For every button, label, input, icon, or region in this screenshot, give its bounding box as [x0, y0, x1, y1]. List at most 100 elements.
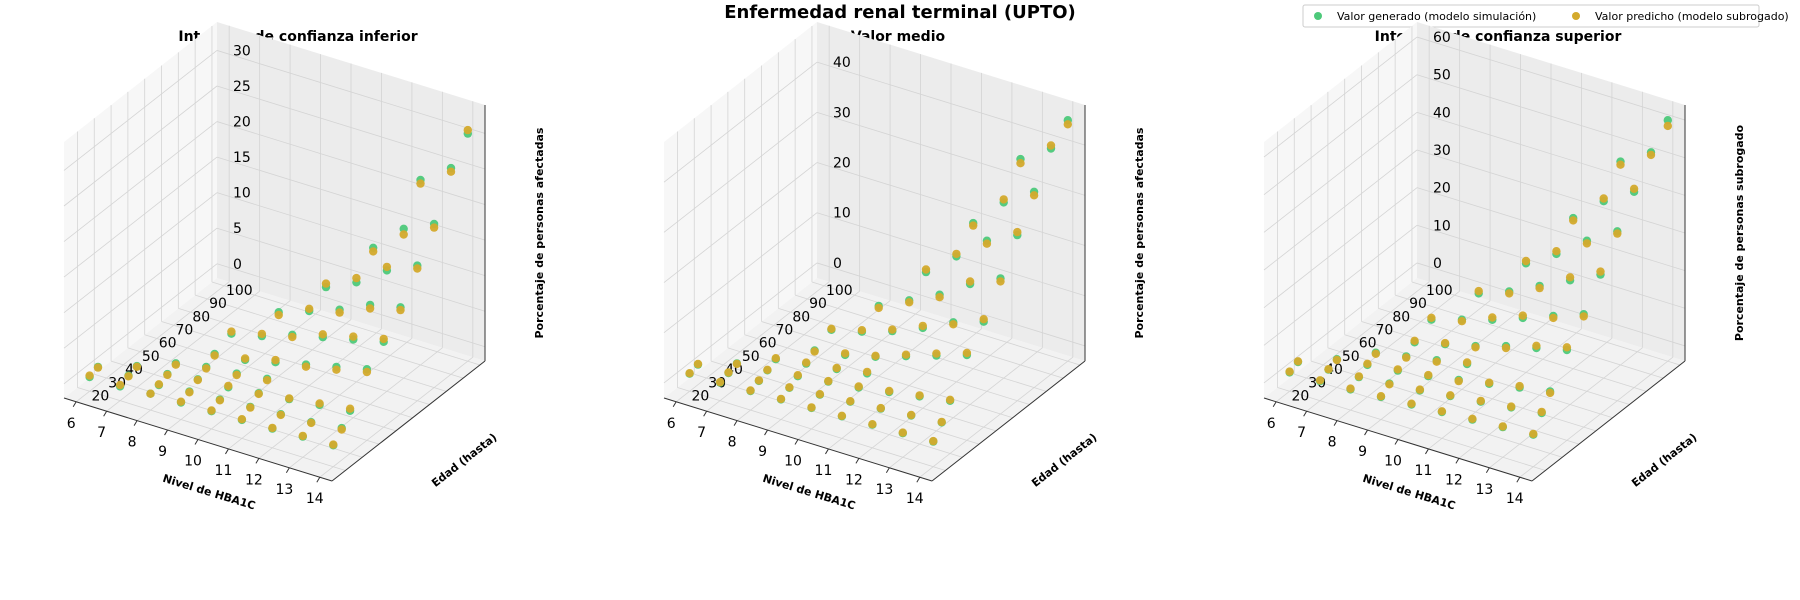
x-tick-label: 12: [245, 472, 263, 488]
z-tick-label: 30: [1433, 143, 1451, 159]
legend-label-generated: Valor generado (modelo simulación): [1337, 10, 1536, 23]
point-predicted: [227, 327, 236, 336]
z-tick-label: 10: [1433, 218, 1451, 234]
z-tick-label: 30: [833, 105, 851, 121]
point-predicted: [1410, 336, 1419, 345]
point-predicted: [210, 351, 219, 360]
point-predicted: [715, 377, 725, 387]
point-predicted: [232, 370, 241, 380]
point-predicted: [1521, 256, 1531, 266]
point-predicted: [827, 324, 836, 333]
point-predicted: [802, 358, 811, 367]
point-predicted: [1515, 381, 1524, 391]
y-tick-label: 20: [91, 388, 109, 404]
grid-line-y: [778, 307, 1047, 392]
legend-label-predicted: Valor predicho (modelo subrogado): [1595, 10, 1789, 23]
y-tick-label: 20: [1291, 388, 1309, 404]
point-predicted: [807, 403, 816, 412]
x-tick-mark: [1425, 448, 1429, 455]
point-predicted: [429, 223, 439, 232]
grid-line-z: [63, 156, 218, 278]
y-tick-label: 80: [192, 309, 210, 325]
point-predicted: [840, 349, 850, 358]
y-tick-label: 50: [142, 349, 160, 365]
point-predicted: [810, 347, 819, 356]
point-predicted: [901, 350, 911, 359]
x-tick-mark: [733, 420, 738, 426]
point-predicted: [905, 298, 914, 307]
y-tick-label: 70: [1376, 323, 1394, 339]
grid-line-z: [1263, 187, 1418, 308]
x-tick-label: 10: [784, 454, 802, 470]
grid-line-y: [811, 281, 1081, 366]
x-tick-label: 9: [1358, 444, 1367, 460]
point-predicted: [396, 305, 405, 315]
point-predicted: [365, 304, 375, 313]
point-predicted: [871, 351, 880, 360]
point-predicted: [746, 386, 755, 395]
x-tick-mark: [225, 448, 229, 455]
x-tick-label: 7: [1297, 425, 1306, 441]
grid-line-z: [1416, 111, 1686, 196]
grid-line-x: [1367, 309, 1521, 431]
grid-line-z: [816, 212, 1086, 297]
legend: Valor generado (modelo simulación) Valor…: [1302, 4, 1789, 28]
grid-line-z: [216, 156, 486, 241]
x-tick-label: 13: [875, 482, 893, 498]
grid-line-y: [1361, 321, 1630, 405]
point-predicted: [93, 363, 103, 372]
left-wall-pane: [664, 22, 817, 398]
grid-line-y: [761, 321, 1030, 405]
y-tick-label: 60: [759, 336, 777, 352]
grid-line-z: [663, 212, 818, 334]
grid-line-x: [1458, 338, 1613, 459]
point-predicted: [185, 388, 194, 397]
point-predicted: [215, 396, 225, 405]
point-predicted: [1616, 160, 1625, 169]
y-axis-label: Edad (hasta): [429, 431, 499, 490]
point-predicted: [969, 221, 978, 230]
point-predicted: [1529, 429, 1538, 439]
point-predicted: [1535, 283, 1544, 293]
x-tick-label: 12: [1445, 472, 1463, 488]
point-predicted: [1332, 355, 1342, 365]
x-tick-mark: [916, 476, 921, 483]
grid-line-z: [663, 262, 818, 384]
y-tick-label: 100: [1426, 283, 1453, 299]
z-tick-label: 20: [833, 156, 851, 172]
point-predicted: [1485, 378, 1494, 387]
grid-line-z: [816, 111, 1086, 196]
point-predicted: [1549, 313, 1558, 323]
x-tick-label: 11: [1415, 463, 1433, 479]
z-tick-label: 0: [833, 256, 842, 272]
x-tick-mark: [285, 467, 290, 474]
point-predicted: [921, 265, 931, 274]
point-predicted: [318, 330, 327, 339]
x-tick-mark: [1364, 429, 1368, 436]
grid-line-x: [228, 328, 382, 450]
grid-line-z: [1263, 74, 1418, 196]
point-predicted: [1498, 422, 1508, 431]
grid-line-z: [1416, 74, 1686, 159]
x-tick-mark: [1516, 476, 1521, 483]
z-tick-label: 0: [1433, 256, 1442, 272]
grid-line-x: [889, 347, 1043, 469]
grid-line-z: [63, 227, 218, 349]
point-predicted: [945, 395, 955, 404]
grid-line-x: [167, 309, 321, 431]
grid-line-x: [858, 338, 1013, 459]
point-predicted: [862, 367, 872, 377]
grid-line-x: [797, 319, 952, 440]
z-tick-label: 25: [233, 79, 251, 95]
x-tick-label: 7: [697, 425, 706, 441]
grid-line-x: [1275, 281, 1430, 403]
point-predicted: [345, 404, 355, 413]
point-predicted: [202, 364, 211, 373]
point-predicted: [1471, 343, 1480, 352]
point-predicted: [832, 363, 841, 373]
point-predicted: [276, 410, 285, 420]
x-tick-mark: [103, 410, 108, 417]
grid-line-y: [94, 373, 363, 458]
grid-line-y: [178, 307, 447, 392]
x-tick-label: 8: [728, 435, 737, 451]
